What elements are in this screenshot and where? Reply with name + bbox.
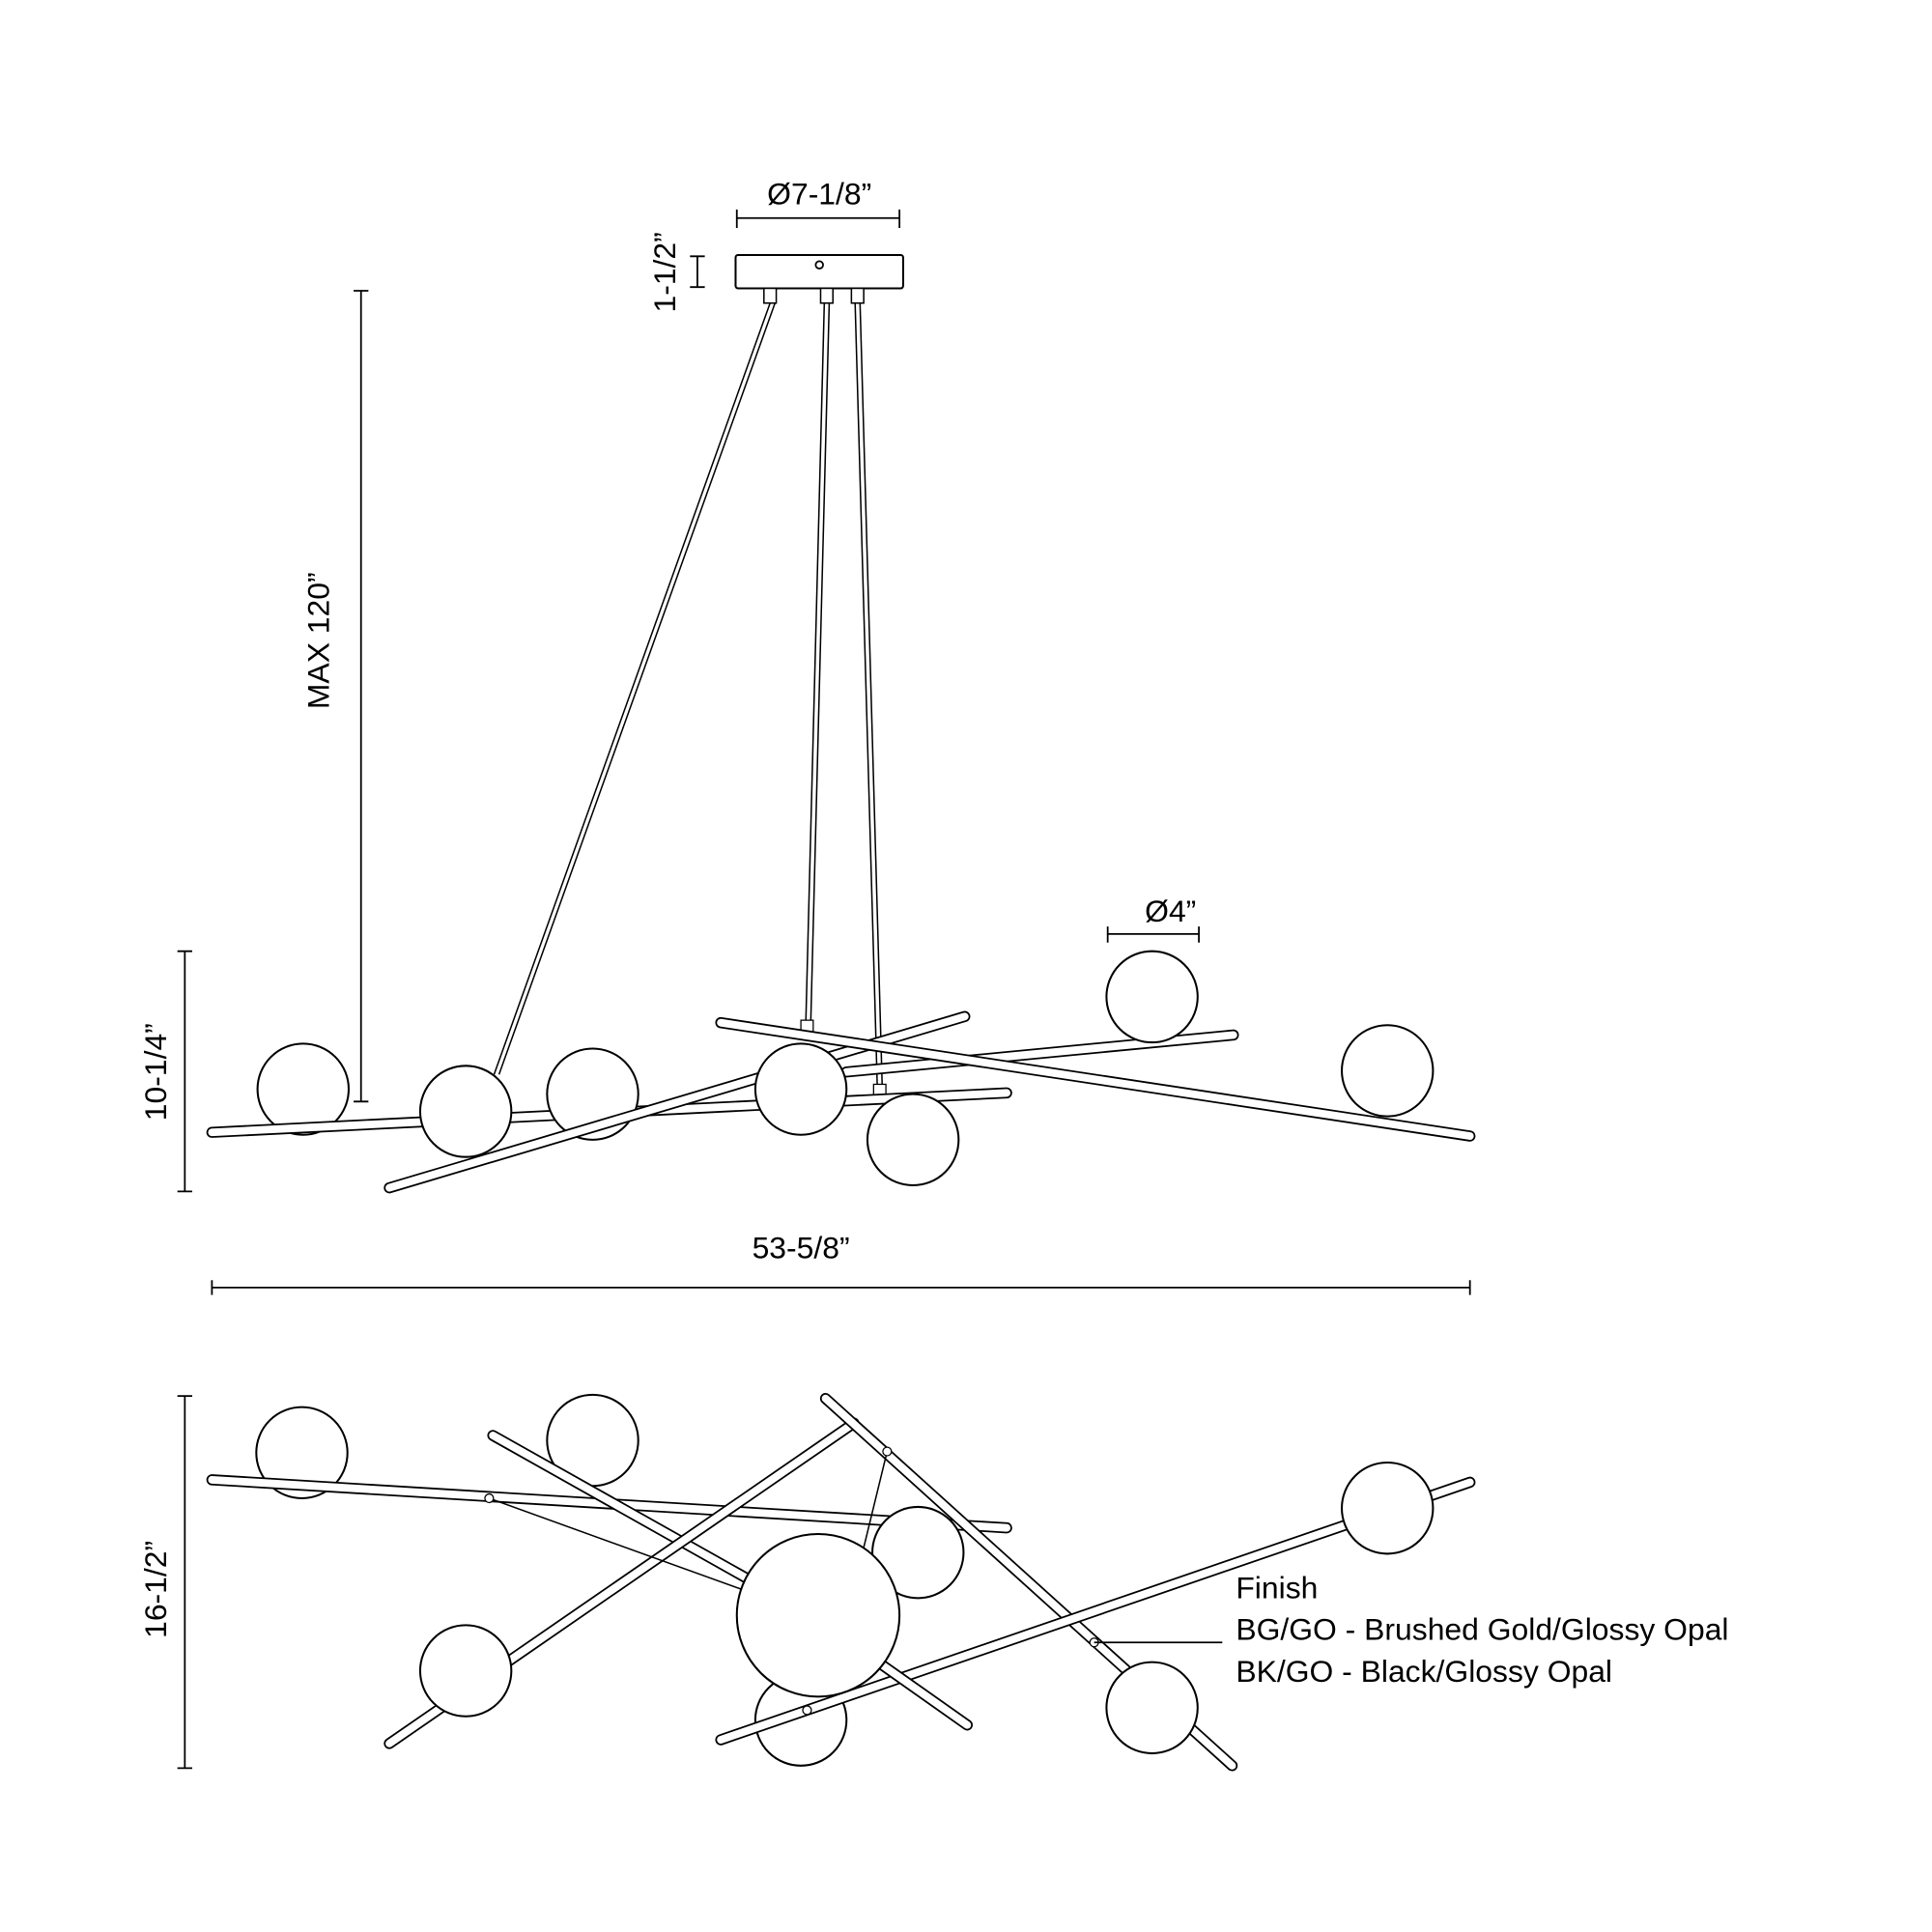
top-view [206, 1392, 1476, 1772]
finish-option-2: BK/GO - Black/Glossy Opal [1236, 1654, 1612, 1689]
arm-rod [715, 1016, 1476, 1142]
overall-depth-label: 16-1/2” [138, 1541, 173, 1638]
cable-anchor [484, 1492, 495, 1504]
globe-diameter-label: Ø4” [1145, 894, 1196, 928]
finish-option-1: BG/GO - Brushed Gold/Glossy Opal [1236, 1612, 1728, 1647]
glass-globe [753, 1042, 848, 1136]
cable-anchor [882, 1446, 893, 1457]
overall-width-label: 53-5/8” [753, 1230, 850, 1264]
glass-globe [1341, 1462, 1435, 1555]
glass-globe [1341, 1024, 1435, 1118]
cable-anchor [802, 1705, 812, 1716]
glass-globe [418, 1065, 513, 1158]
canopy-height-label: 1-1/2” [647, 232, 682, 312]
finish-title: Finish [1236, 1570, 1318, 1605]
arm-rod [487, 1430, 795, 1607]
glass-globe [256, 1042, 350, 1136]
fixture-height-label: 10-1/4” [138, 1023, 173, 1121]
arm-rod [840, 1029, 1239, 1078]
glass-globe [866, 1093, 960, 1187]
canopy [734, 254, 904, 304]
suspension-cables [493, 302, 887, 1096]
glass-globe [735, 1532, 901, 1698]
glass-globe [418, 1624, 513, 1718]
max-height-label: MAX 120” [301, 572, 336, 709]
front-view [206, 950, 1476, 1194]
glass-globe [1105, 1661, 1199, 1755]
glass-globe [255, 1406, 349, 1500]
canopy-diameter-label: Ø7-1/8” [767, 177, 871, 212]
glass-globe [1105, 950, 1199, 1044]
glass-globe [871, 1505, 965, 1600]
finish-legend: Finish BG/GO - Brushed Gold/Glossy Opal … [1236, 1570, 1728, 1689]
dimension-lines [177, 209, 1471, 1770]
